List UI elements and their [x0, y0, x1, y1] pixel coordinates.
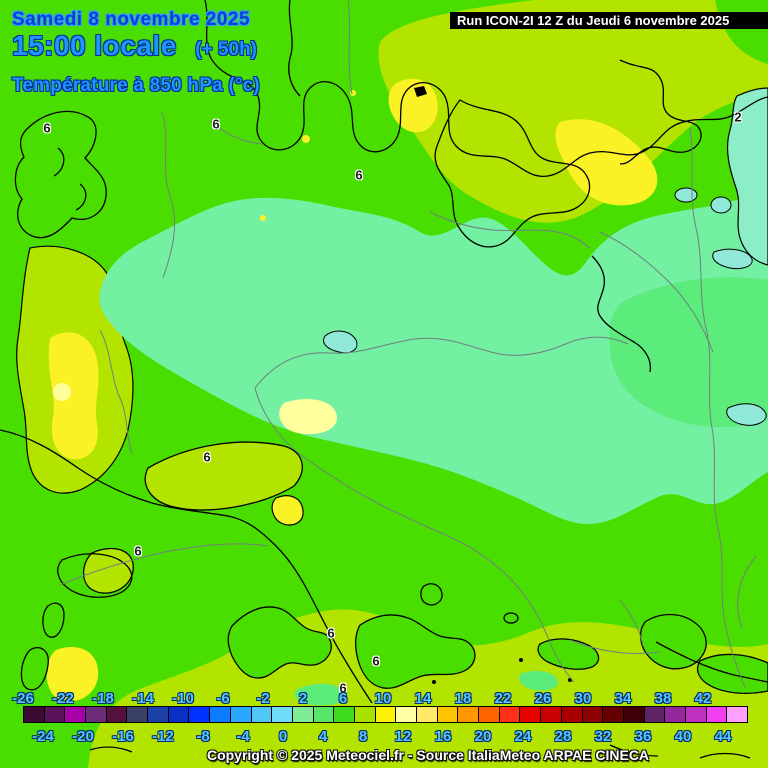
- scale-tick-label: -16: [112, 728, 134, 745]
- scale-tick-label: 38: [654, 690, 672, 707]
- run-info-banner: Run ICON-2I 12 Z du Jeudi 6 novembre 202…: [450, 12, 768, 29]
- scale-cell: [581, 706, 604, 723]
- map-header: Samedi 8 novembre 2025 15:00 locale (+ 5…: [12, 10, 260, 95]
- contour-label: 6: [327, 625, 335, 641]
- scale-cell: [291, 706, 314, 723]
- scale-tick-label: -4: [236, 728, 250, 745]
- scale-cell: [147, 706, 169, 723]
- scale-tick-label: 44: [714, 728, 732, 745]
- scale-tick-label: 32: [594, 728, 612, 745]
- run-info-text: Run ICON-2I 12 Z du Jeudi 6 novembre 202…: [457, 13, 730, 28]
- scale-cell: [705, 706, 728, 723]
- scale-tick-label: 10: [374, 690, 392, 707]
- scale-cell: [167, 706, 190, 723]
- scale-tick-label: 36: [634, 728, 652, 745]
- scale-tick-label: -26: [12, 690, 34, 707]
- scale-tick-label: -8: [196, 728, 210, 745]
- contour-label: 2: [734, 109, 742, 125]
- scale-cell: [312, 706, 335, 723]
- scale-tick-label: 18: [454, 690, 472, 707]
- contour-label: 6: [355, 167, 363, 183]
- temp-region-hot: [46, 78, 658, 702]
- scale-tick-label: -18: [92, 690, 114, 707]
- local-time-label: 15:00 locale: [12, 30, 177, 61]
- scale-cell: [416, 706, 438, 723]
- temperature-scale: [23, 706, 748, 723]
- scale-cell: [726, 706, 748, 723]
- contour-label: 6: [372, 653, 380, 669]
- scale-tick-label: 0: [278, 728, 288, 745]
- contour-label: 6: [339, 680, 347, 696]
- scale-cell: [333, 706, 355, 723]
- scale-tick-label: -12: [152, 728, 174, 745]
- parameter-label: Température à 850 hPa (°c): [12, 75, 260, 96]
- scale-cell: [498, 706, 521, 723]
- scale-tick-label: 6: [338, 690, 348, 707]
- scale-cell: [64, 706, 87, 723]
- forecast-offset-label: (+ 50h): [195, 39, 258, 60]
- scale-cell: [374, 706, 397, 723]
- scale-cell: [560, 706, 583, 723]
- copyright-text: Copyright © 2025 Meteociel.fr - Source I…: [206, 747, 650, 763]
- scale-cell: [229, 706, 252, 723]
- scale-tick-label: -10: [172, 690, 194, 707]
- contour-label: 6: [43, 120, 51, 136]
- scale-cell: [105, 706, 128, 723]
- scale-cell: [85, 706, 107, 723]
- scale-tick-label: 42: [694, 690, 712, 707]
- scale-tick-label: 26: [534, 690, 552, 707]
- scale-tick-label: -2: [256, 690, 270, 707]
- scale-tick-label: 8: [358, 728, 368, 745]
- scale-cell: [622, 706, 645, 723]
- scale-cell: [209, 706, 231, 723]
- scale-tick-label: 28: [554, 728, 572, 745]
- scale-cell: [126, 706, 149, 723]
- scale-tick-label: 20: [474, 728, 492, 745]
- scale-cell: [457, 706, 480, 723]
- time-row: 15:00 locale (+ 50h): [12, 32, 260, 60]
- contour-label: 6: [134, 543, 142, 559]
- scale-cell: [478, 706, 500, 723]
- scale-tick-label: 2: [298, 690, 308, 707]
- scale-cell: [684, 706, 707, 723]
- scale-cell: [519, 706, 542, 723]
- scale-tick-label: -20: [72, 728, 94, 745]
- regional-borders-gray: [59, 0, 757, 689]
- contour-label: 6: [212, 116, 220, 132]
- scale-tick-label: 34: [614, 690, 632, 707]
- scale-tick-label: 12: [394, 728, 412, 745]
- scale-cell: [188, 706, 211, 723]
- scale-cell: [602, 706, 624, 723]
- scale-cell: [395, 706, 417, 723]
- scale-tick-label: -24: [32, 728, 54, 745]
- scale-cell: [250, 706, 273, 723]
- scale-cell: [540, 706, 562, 723]
- contour-label: 6: [203, 449, 211, 465]
- scale-cell: [643, 706, 666, 723]
- scale-tick-label: 4: [318, 728, 328, 745]
- scale-cell: [353, 706, 376, 723]
- scale-cell: [664, 706, 686, 723]
- lakes: [323, 187, 767, 426]
- scale-tick-label: 14: [414, 690, 432, 707]
- scale-tick-label: 40: [674, 728, 692, 745]
- scale-cell: [23, 706, 45, 723]
- scale-tick-label: 22: [494, 690, 512, 707]
- scale-tick-label: 16: [434, 728, 452, 745]
- scale-tick-label: 30: [574, 690, 592, 707]
- scale-tick-label: 24: [514, 728, 532, 745]
- temp-region-mild: [99, 87, 768, 706]
- scale-cell: [43, 706, 66, 723]
- scale-cell: [271, 706, 293, 723]
- scale-tick-label: -22: [52, 690, 74, 707]
- scale-tick-label: -6: [216, 690, 230, 707]
- date-label: Samedi 8 novembre 2025: [12, 9, 251, 30]
- scale-tick-label: -14: [132, 690, 154, 707]
- scale-cell: [436, 706, 459, 723]
